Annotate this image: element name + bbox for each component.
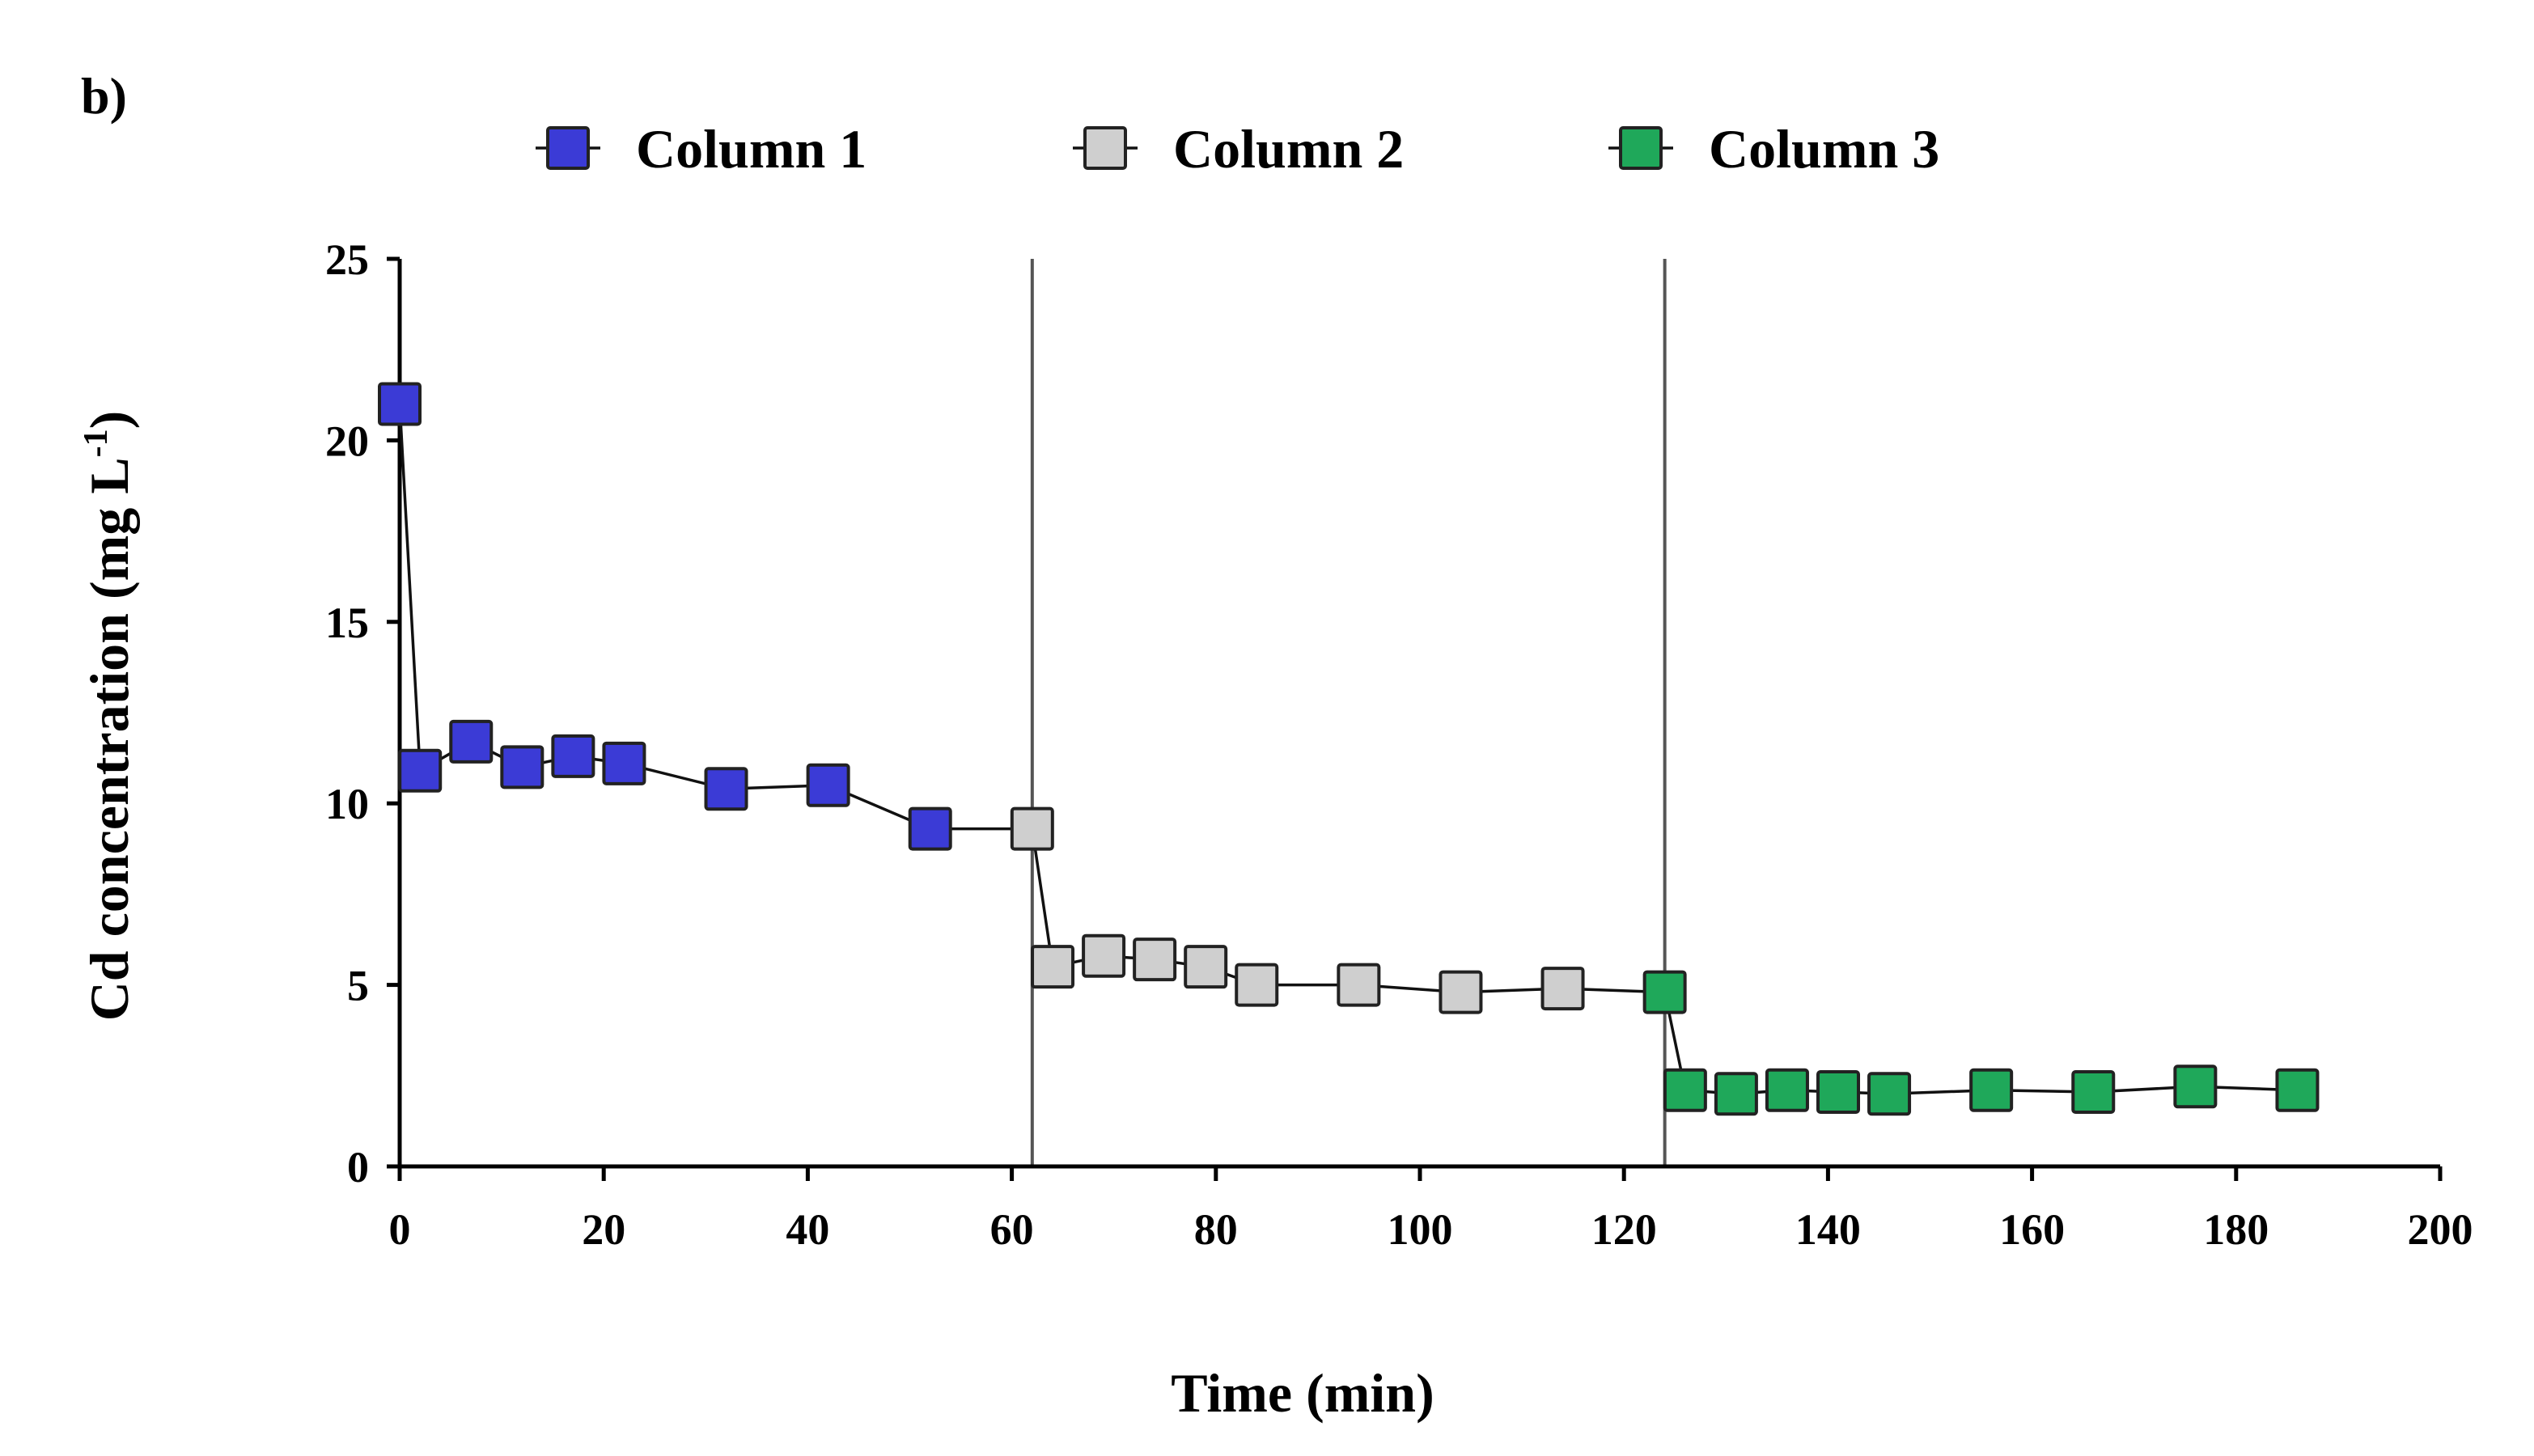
legend-marker: [1619, 126, 1663, 170]
legend-marker: [546, 126, 590, 170]
data-point-series-3: [1714, 1072, 1758, 1116]
data-point-series-2: [1184, 945, 1228, 989]
data-point-series-2: [1337, 963, 1381, 1007]
data-point-series-1: [500, 745, 545, 789]
data-point-series-3: [2275, 1068, 2320, 1112]
x-tick-label: 160: [1999, 1205, 2065, 1254]
data-point-series-1: [378, 382, 422, 426]
data-point-series-3: [2173, 1064, 2218, 1109]
data-point-series-1: [398, 748, 443, 793]
panel-label: b): [81, 67, 127, 125]
legend-marker: [1083, 126, 1127, 170]
data-point-series-2: [1082, 933, 1126, 978]
legend: Column 1 Column 2 Column 3: [536, 118, 1939, 180]
data-point-series-3: [1867, 1072, 1912, 1116]
data-point-series-1: [704, 767, 748, 811]
series-points: [378, 382, 2320, 1116]
data-point-series-3: [1642, 970, 1687, 1014]
data-point-series-2: [1031, 945, 1075, 989]
x-tick-label: 0: [389, 1205, 411, 1254]
y-axis-title-main: Cd concentration (mg L: [78, 457, 140, 1021]
x-tick-label: 100: [1388, 1205, 1453, 1254]
y-tick-label: 5: [347, 962, 369, 1010]
data-point-series-3: [1816, 1069, 1861, 1114]
x-tick-label: 120: [1591, 1205, 1657, 1254]
legend-label: Column 1: [636, 118, 867, 180]
x-tick-label: 40: [786, 1205, 829, 1254]
x-tick-label: 140: [1795, 1205, 1861, 1254]
series-lines: [398, 404, 2298, 1095]
data-point-series-2: [1235, 963, 1279, 1007]
x-tick-label: 180: [2203, 1205, 2269, 1254]
axes: 0 5 10 15 20 25 0 20 40 60 80 100 120 140 160 180 200: [325, 235, 2473, 1254]
series-connector-line: [398, 404, 2298, 1095]
y-tick-label: 0: [347, 1143, 369, 1191]
data-point-series-3: [2071, 1069, 2116, 1114]
y-axis-title: Cd concentration (mg L-1): [78, 411, 140, 1022]
data-point-series-3: [1663, 1068, 1707, 1112]
y-tick-label: 20: [325, 417, 369, 465]
data-point-series-3: [1969, 1068, 2014, 1112]
legend-label: Column 2: [1173, 118, 1404, 180]
y-axis-title-close: ): [78, 411, 140, 430]
x-tick-label: 60: [990, 1205, 1034, 1254]
data-point-series-1: [449, 719, 494, 764]
x-tick-label: 80: [1194, 1205, 1238, 1254]
data-point-series-1: [908, 806, 952, 851]
column-boundaries: [1030, 259, 1667, 1166]
x-axis-title: Time (min): [1171, 1362, 1434, 1424]
data-point-series-1: [806, 763, 850, 807]
plot-area: 0 5 10 15 20 25 0 20 40 60 80 100 120 140 160 180 200: [325, 235, 2473, 1254]
y-tick-label: 15: [325, 599, 369, 647]
data-point-series-2: [1439, 970, 1483, 1014]
data-point-series-1: [551, 734, 595, 778]
y-axis-title-superscript: -1: [78, 429, 115, 457]
x-tick-label: 20: [582, 1205, 625, 1254]
y-tick-label: 25: [325, 235, 369, 284]
y-tick-label: 10: [325, 780, 369, 828]
legend-label: Column 3: [1709, 118, 1939, 180]
x-tick-label: 200: [2408, 1205, 2473, 1254]
data-point-series-2: [1010, 806, 1054, 851]
data-point-series-2: [1133, 938, 1177, 982]
data-point-series-3: [1765, 1068, 1809, 1112]
data-point-series-2: [1540, 967, 1585, 1011]
data-point-series-1: [602, 741, 646, 785]
